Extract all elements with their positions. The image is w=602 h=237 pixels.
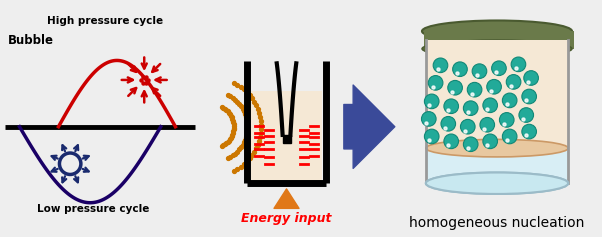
Ellipse shape (424, 94, 439, 109)
Ellipse shape (483, 98, 497, 113)
Text: Energy input: Energy input (241, 213, 332, 225)
Bar (252, 91, 321, 183)
Ellipse shape (422, 20, 572, 42)
Ellipse shape (461, 119, 475, 134)
Ellipse shape (500, 113, 514, 127)
FancyArrowPatch shape (344, 85, 395, 168)
Text: Bubble: Bubble (8, 34, 54, 47)
Ellipse shape (522, 124, 536, 139)
Ellipse shape (441, 116, 456, 131)
Ellipse shape (421, 112, 436, 126)
Ellipse shape (519, 108, 533, 122)
Ellipse shape (448, 80, 462, 95)
Ellipse shape (522, 89, 536, 104)
Ellipse shape (444, 99, 459, 114)
Ellipse shape (426, 139, 568, 157)
Text: Low pressure cycle: Low pressure cycle (37, 205, 149, 214)
Text: homogeneous nucleation: homogeneous nucleation (409, 216, 585, 230)
Ellipse shape (428, 76, 443, 90)
Ellipse shape (453, 62, 467, 77)
Ellipse shape (487, 79, 501, 94)
Ellipse shape (506, 75, 521, 89)
Ellipse shape (426, 173, 568, 194)
Ellipse shape (422, 40, 572, 58)
Ellipse shape (511, 57, 526, 72)
Ellipse shape (502, 93, 517, 108)
Ellipse shape (424, 129, 439, 144)
Ellipse shape (472, 64, 487, 78)
Ellipse shape (444, 134, 459, 149)
Bar (426, 148, 568, 183)
Ellipse shape (467, 82, 482, 97)
Bar (426, 40, 568, 148)
Ellipse shape (464, 101, 478, 115)
Text: High pressure cycle: High pressure cycle (47, 16, 163, 26)
Ellipse shape (492, 61, 506, 76)
Bar (424, 31, 574, 49)
Ellipse shape (433, 58, 448, 73)
Ellipse shape (480, 118, 495, 132)
Ellipse shape (502, 129, 517, 144)
FancyArrowPatch shape (274, 189, 299, 208)
Ellipse shape (426, 173, 568, 194)
Ellipse shape (524, 71, 538, 85)
Ellipse shape (483, 134, 497, 149)
Ellipse shape (464, 137, 478, 152)
